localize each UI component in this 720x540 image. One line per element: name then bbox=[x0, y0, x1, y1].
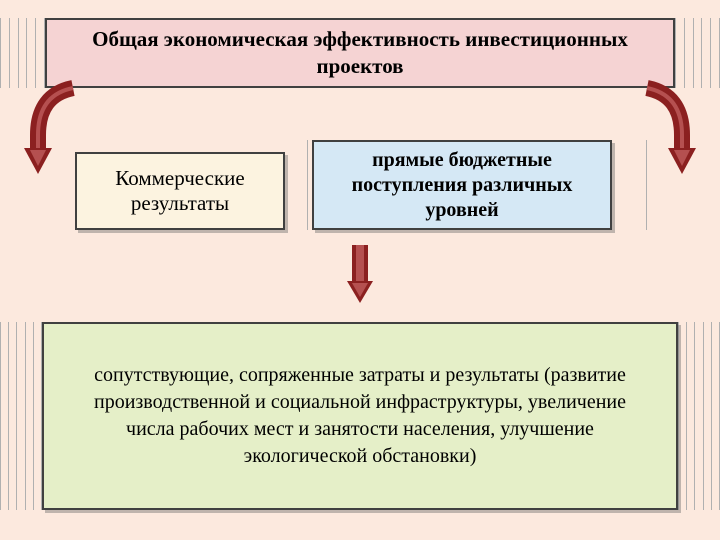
bottom-right-stripes bbox=[678, 322, 720, 510]
commercial-text: Коммерческие результаты bbox=[77, 166, 283, 216]
budget-text: прямые бюджетные поступления различных у… bbox=[324, 148, 600, 223]
bottom-text: сопутствующие, сопряженные затраты и рез… bbox=[69, 362, 651, 470]
commercial-results-box: Коммерческие результаты bbox=[75, 152, 285, 230]
arrow-down-short bbox=[347, 245, 373, 305]
bottom-left-stripes bbox=[0, 322, 42, 510]
header-left-stripes bbox=[0, 18, 45, 88]
header-title: Общая экономическая эффективность инвест… bbox=[67, 26, 653, 81]
header-right-stripes bbox=[675, 18, 720, 88]
bottom-results-box: сопутствующие, сопряженные затраты и рез… bbox=[42, 322, 678, 510]
header-title-box: Общая экономическая эффективность инвест… bbox=[45, 18, 675, 88]
budget-box: прямые бюджетные поступления различных у… bbox=[312, 140, 612, 230]
